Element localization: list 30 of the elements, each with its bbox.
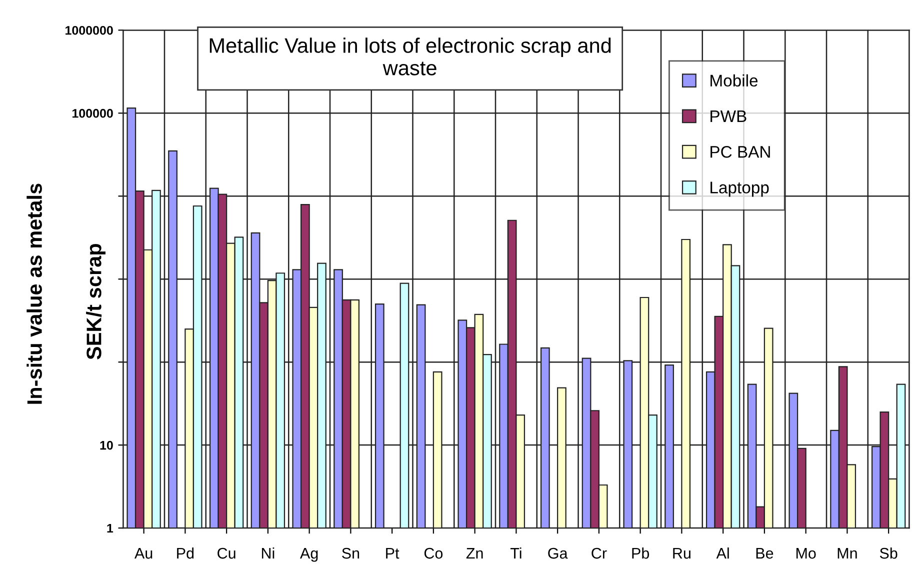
y-tick-label: 10 [100, 440, 113, 450]
x-tick-label: Mo [796, 548, 816, 559]
x-tick-label: Ru [673, 548, 690, 559]
x-tick-label: Pd [177, 547, 194, 559]
text: Metallic Value in lots of electronic scrap and waste [210, 38, 611, 76]
y-axis-title: In-situ value as metals [26, 184, 42, 404]
x-tick-label: Ni [262, 547, 274, 559]
x-tick-label: Ag [300, 548, 318, 562]
x-tick-label: Pt [386, 548, 400, 559]
x-tick-label: Au [134, 548, 152, 559]
x-tick-label: Pb [632, 547, 650, 559]
x-tick-label: Sn [342, 548, 360, 559]
x-tick-label: Ti [510, 547, 522, 559]
y-tick-label: 100000 [72, 108, 113, 118]
legend-label: Mobile [710, 74, 758, 87]
y-tick-label: 1 [107, 524, 114, 533]
x-tick-label: Ga [548, 548, 568, 559]
x-tick-label: Sb [880, 547, 898, 559]
x-tick-label: Cu [218, 548, 236, 559]
x-tick-label: Co [424, 548, 443, 559]
text: SEK/t scrap [86, 244, 106, 360]
legend-label: PWB [710, 110, 746, 122]
legend-label: Laptopp [710, 182, 769, 197]
x-tick-label: Be [756, 548, 774, 559]
x-tick-label: Al [716, 547, 729, 559]
y-tick-label: 1000000 [66, 26, 113, 35]
x-tick-label: Mn [838, 548, 857, 559]
x-tick-label: Cr [592, 548, 607, 559]
x-tick-label: Zn [466, 548, 483, 559]
legend-label: PC BAN [710, 146, 770, 158]
